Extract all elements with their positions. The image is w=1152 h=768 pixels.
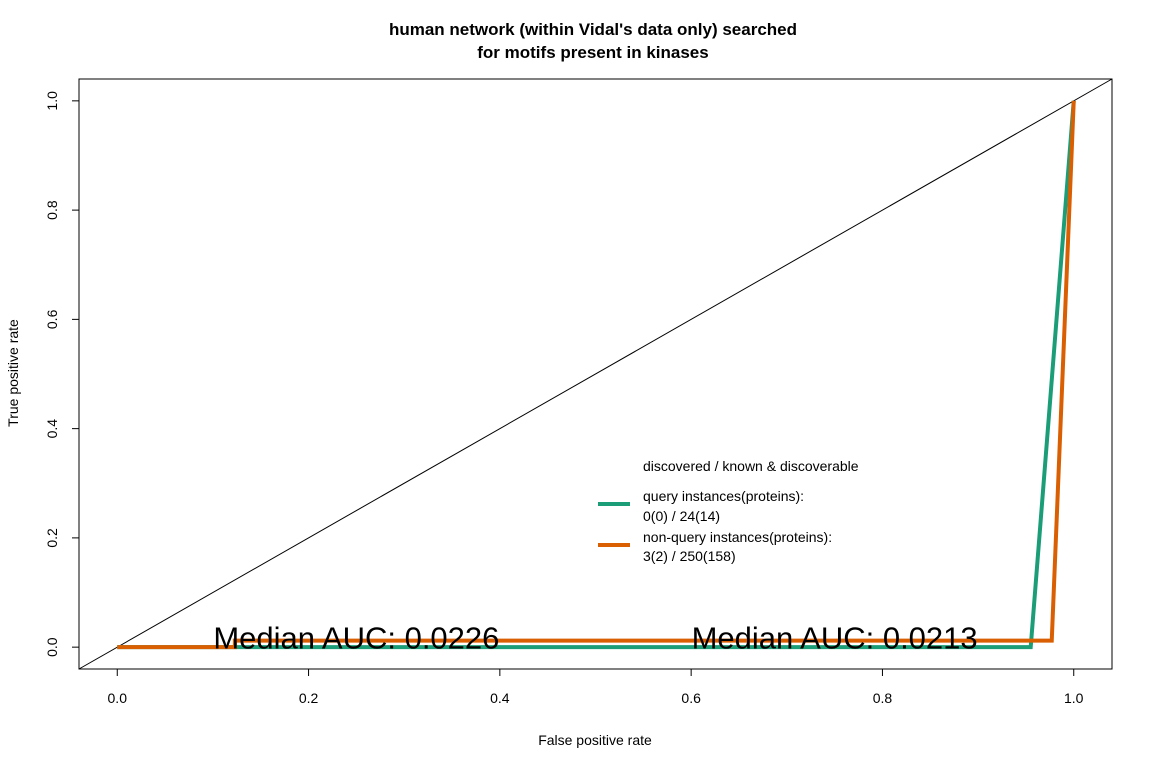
y-tick-label: 0.6 [44,309,60,329]
median-auc-label: Median AUC: 0.0226 [213,621,499,656]
x-tick-label: 0.6 [681,690,701,706]
x-tick-label: 0.0 [108,690,128,706]
y-axis-title: True positive rate [5,319,21,427]
y-tick-label: 0.4 [44,419,60,439]
legend-label-nonquery: non-query instances(proteins): [643,529,832,545]
diagonal-reference-line [78,78,1113,670]
x-axis: 0.0 0.2 0.4 0.6 0.8 1.0 [108,668,1084,706]
x-tick-label: 0.8 [873,690,893,706]
x-axis-title: False positive rate [538,732,652,748]
y-tick-label: 0.2 [44,528,60,548]
series-layer [117,100,1076,650]
median-auc-label: Median AUC: 0.0213 [692,621,978,656]
legend-label-query: query instances(proteins): [643,488,804,504]
x-tick-label: 1.0 [1064,690,1084,706]
y-tick-label: 1.0 [44,91,60,111]
y-axis: 0.0 0.2 0.4 0.6 0.8 1.0 [44,91,80,657]
x-tick-label: 0.4 [490,690,510,706]
legend: discovered / known & discoverable query … [598,458,859,564]
series-line-nonquery [117,100,1076,650]
chart-title-line2: for motifs present in kinases [477,43,708,62]
chart-title-line1: human network (within Vidal's data only)… [389,20,797,39]
y-tick-label: 0.0 [44,637,60,657]
x-tick-label: 0.2 [299,690,319,706]
legend-stats-query: 0(0) / 24(14) [643,508,720,524]
legend-title: discovered / known & discoverable [643,458,859,474]
y-tick-label: 0.8 [44,200,60,220]
legend-stats-nonquery: 3(2) / 250(158) [643,548,736,564]
series-line-query [117,100,1076,650]
annotation-layer: Median AUC: 0.0226 Median AUC: 0.0213 [213,621,977,656]
